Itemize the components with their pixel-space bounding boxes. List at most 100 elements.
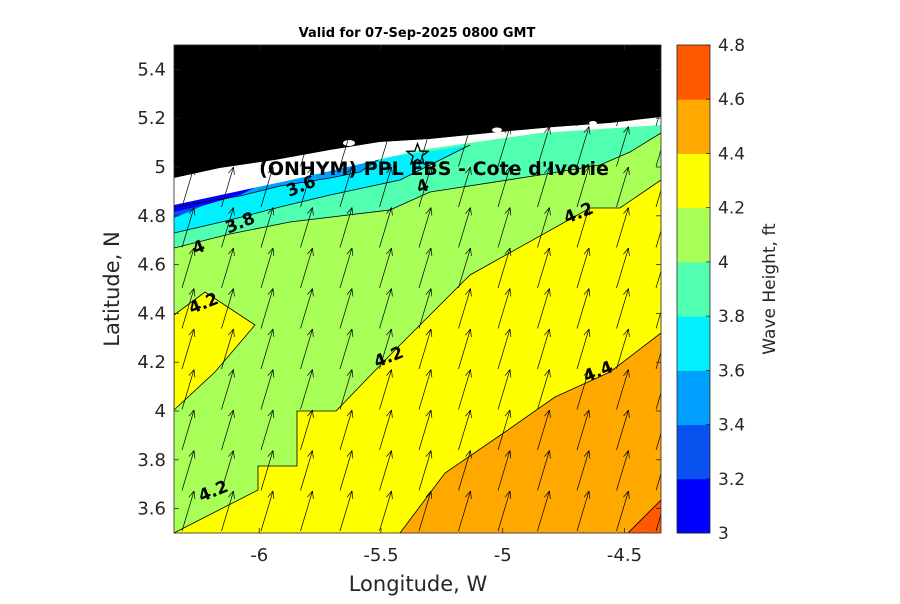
wave-arrow [181, 369, 196, 410]
wave-arrow [221, 369, 235, 410]
wave-direction-arrows [181, 0, 661, 532]
wave-arrow [260, 45, 275, 86]
wave-arrow [537, 166, 551, 208]
wave-arrow [300, 166, 314, 208]
wave-arrow [260, 490, 275, 532]
map-title: Valid for 07-Sep-2025 0800 GMT [299, 26, 536, 41]
contour-4-4 [399, 332, 661, 533]
wave-arrow [181, 207, 196, 248]
wave-arrow [458, 126, 472, 167]
wave-arrow [181, 288, 196, 329]
wave-arrow [339, 369, 354, 410]
colorbar-tick-label: 4.8 [718, 36, 745, 56]
wave-arrow [300, 490, 314, 532]
wave-arrow [577, 45, 578, 46]
contour-4-2-west [174, 291, 256, 411]
wave-arrow [497, 490, 512, 532]
contour-3-6 [174, 151, 391, 208]
wave-arrow [339, 126, 354, 167]
wave-arrow [301, 0, 314, 5]
wave-arrow [181, 247, 196, 289]
wave-arrow [379, 328, 393, 370]
wave-arrow [419, 0, 432, 5]
wave-arrow [655, 472, 661, 491]
wave-arrow [655, 67, 661, 86]
wave-arrow [300, 450, 314, 491]
wave-arrow [576, 288, 591, 329]
wave-arrow [300, 328, 314, 370]
wave-arrow [458, 45, 472, 86]
wave-arrow [339, 166, 354, 208]
wave-arrow [616, 369, 630, 410]
wave-arrow [221, 288, 235, 329]
wave-arrow [537, 45, 538, 46]
wave-arrow [497, 207, 512, 248]
wave-arrow [181, 85, 196, 127]
wave-arrow [260, 409, 275, 451]
wave-arrow [339, 85, 354, 127]
wave-arrow [260, 328, 275, 370]
wave-arrow [260, 369, 275, 410]
wave-arrow [339, 409, 354, 451]
band-4-4-4-6 [400, 333, 661, 533]
wave-arrow [537, 85, 551, 127]
wave-arrow [418, 409, 433, 451]
y-tick-label: 4.6 [137, 255, 166, 276]
wave-arrow [418, 369, 433, 410]
wave-arrow [458, 288, 472, 329]
wave-arrow [339, 450, 354, 491]
wave-arrow [577, 0, 590, 5]
colorbar-swatch [677, 478, 710, 534]
wave-arrow [222, 0, 235, 5]
wave-arrow [537, 328, 551, 370]
wave-arrow [300, 126, 314, 167]
wave-arrow [221, 490, 235, 532]
contour-4-0 [174, 132, 661, 249]
wave-arrow [418, 247, 433, 289]
wave-arrow [379, 247, 393, 289]
wave-arrow [300, 288, 314, 329]
wave-arrow [616, 450, 630, 491]
wave-arrow [221, 126, 235, 167]
wave-arrow [537, 490, 551, 532]
wave-arrow [617, 0, 630, 5]
wave-arrow [339, 45, 354, 86]
wave-arrow [379, 490, 393, 532]
land-mass [174, 45, 661, 178]
wave-arrow [181, 126, 196, 167]
y-tick-label: 5 [155, 157, 166, 178]
wave-arrow [260, 85, 275, 127]
wave-arrow [537, 450, 551, 491]
wave-arrow [260, 166, 275, 208]
wave-arrow [339, 207, 354, 248]
wave-arrow [616, 288, 630, 329]
wave-arrow [458, 207, 472, 248]
y-tick-label: 3.8 [137, 450, 166, 471]
wave-arrow [339, 288, 354, 329]
wave-arrow [497, 409, 512, 451]
wave-arrow [537, 45, 551, 86]
contour-4-2-east [174, 179, 661, 533]
y-tick-label: 5.4 [137, 59, 166, 80]
y-tick-label: 4.8 [137, 206, 166, 227]
wave-arrow [221, 85, 235, 127]
wave-arrow [379, 409, 393, 451]
colorbar-swatch [677, 207, 710, 263]
y-axis-ticks: 3.6 3.8 4 4.2 4.4 4.6 4.8 5 5.2 5.4 [137, 59, 661, 520]
wave-arrow [576, 490, 591, 532]
wave-arrow [182, 45, 183, 46]
wave-arrow [379, 369, 393, 410]
wave-arrow [300, 247, 314, 289]
wave-arrow [655, 148, 661, 167]
colorbar-swatch [677, 316, 710, 371]
y-axis-label: Latitude, N [100, 231, 124, 347]
wave-arrow [458, 409, 472, 451]
wave-arrow [221, 328, 235, 370]
wave-arrow [418, 166, 433, 208]
wave-arrow [655, 229, 661, 248]
wave-arrow [181, 450, 196, 491]
colorbar-tick-label: 4 [718, 253, 729, 273]
wave-arrow [182, 0, 195, 5]
y-tick-label: 3.6 [137, 499, 166, 520]
site-label: (ONHYM) PPL EBS - Cote d'Ivorie [259, 158, 609, 180]
